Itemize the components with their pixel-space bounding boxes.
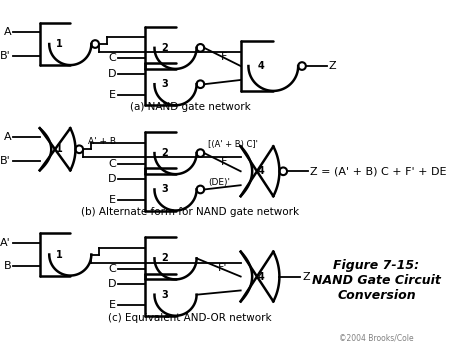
- Text: (c) Equivalent AND-OR network: (c) Equivalent AND-OR network: [108, 313, 272, 323]
- Text: D: D: [108, 69, 116, 79]
- Text: D: D: [108, 174, 116, 184]
- Text: 1: 1: [56, 250, 63, 260]
- Text: (a) NAND gate network: (a) NAND gate network: [129, 102, 250, 112]
- Text: [(A' + B) C]': [(A' + B) C]': [208, 140, 258, 149]
- Text: 1: 1: [56, 144, 63, 154]
- Text: F: F: [221, 52, 228, 62]
- Text: 1: 1: [56, 39, 63, 49]
- Text: 4: 4: [258, 272, 265, 282]
- Text: D: D: [108, 279, 116, 289]
- Text: A': A': [0, 238, 11, 248]
- Text: C: C: [109, 264, 116, 274]
- Text: (DE)': (DE)': [208, 178, 230, 187]
- Text: B': B': [0, 156, 11, 166]
- Text: 2: 2: [161, 148, 168, 158]
- Text: E: E: [109, 300, 116, 310]
- Text: A: A: [3, 27, 11, 37]
- Text: F: F: [221, 158, 228, 168]
- Text: A: A: [3, 132, 11, 142]
- Text: ©2004 Brooks/Cole: ©2004 Brooks/Cole: [339, 333, 414, 342]
- Text: 2: 2: [161, 253, 168, 263]
- Text: 3: 3: [161, 290, 168, 300]
- Text: 4: 4: [258, 61, 265, 71]
- Text: 2: 2: [161, 43, 168, 53]
- Text: E: E: [109, 195, 116, 205]
- Text: 3: 3: [161, 79, 168, 89]
- Text: F': F': [218, 263, 228, 273]
- Text: 3: 3: [161, 185, 168, 195]
- Text: 4: 4: [258, 166, 265, 176]
- Text: A' + B: A' + B: [88, 137, 116, 146]
- Text: C: C: [109, 53, 116, 64]
- Text: Z: Z: [302, 272, 310, 282]
- Text: Z: Z: [329, 61, 337, 71]
- Text: Z = (A' + B) C + F' + DE: Z = (A' + B) C + F' + DE: [310, 166, 447, 176]
- Text: B': B': [0, 51, 11, 61]
- Text: (b) Alternate form for NAND gate network: (b) Alternate form for NAND gate network: [81, 207, 299, 217]
- Text: B: B: [3, 261, 11, 271]
- Text: E: E: [109, 90, 116, 100]
- Text: Figure 7-15:
NAND Gate Circuit
Conversion: Figure 7-15: NAND Gate Circuit Conversio…: [312, 259, 441, 302]
- Text: C: C: [109, 159, 116, 169]
